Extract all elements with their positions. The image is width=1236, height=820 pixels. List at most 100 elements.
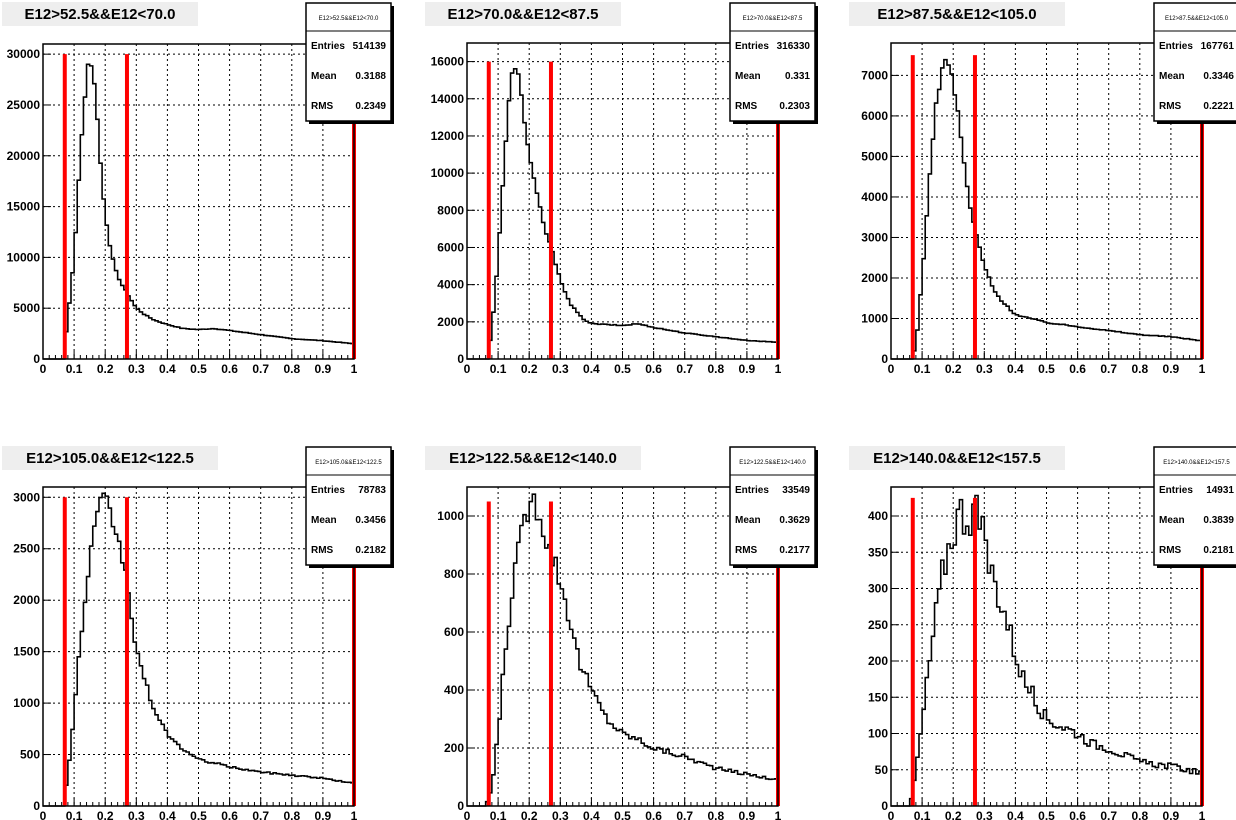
x-tick-label: 0.5: [190, 809, 207, 820]
x-tick-label: 0.2: [521, 362, 538, 376]
x-tick-label: 0.3: [128, 809, 145, 820]
histogram-title: E12>105.0&&E12<122.5: [26, 450, 194, 467]
stats-label-rms: RMS: [735, 101, 758, 112]
stats-value-entries: 514139: [353, 41, 387, 52]
histogram-series: [891, 494, 1202, 807]
y-tick-label: 350: [868, 545, 888, 559]
stats-label-mean: Mean: [311, 515, 337, 526]
x-tick-label: 0.9: [739, 362, 756, 376]
y-tick-label: 0: [881, 799, 888, 813]
x-tick-label: 0.2: [97, 809, 114, 820]
x-tick-label: 1: [775, 362, 782, 376]
y-tick-label: 0: [457, 352, 464, 366]
x-tick-label: 1: [351, 362, 358, 376]
y-tick-label: 5000: [13, 301, 40, 315]
x-tick-label: 0.7: [1100, 809, 1117, 820]
x-tick-label: 0.8: [707, 362, 724, 376]
x-tick-label: 0.2: [97, 362, 114, 376]
y-tick-label: 20000: [7, 149, 41, 163]
x-tick-label: 0.5: [1038, 362, 1055, 376]
x-tick-label: 0.7: [676, 362, 693, 376]
y-tick-label: 2000: [861, 271, 888, 285]
x-tick-label: 0.8: [1131, 809, 1148, 820]
histogram-title: E12>52.5&&E12<70.0: [25, 6, 176, 23]
x-tick-label: 0: [888, 809, 895, 820]
stats-box: [305, 446, 392, 566]
x-tick-label: 0.8: [707, 809, 724, 820]
x-tick-label: 0.1: [490, 809, 507, 820]
x-tick-label: 1: [1199, 362, 1206, 376]
histogram-series: [43, 492, 354, 807]
stats-box: [729, 446, 816, 566]
stats-name: E12>140.0&&E12<157.5: [1163, 460, 1230, 466]
y-tick-label: 0: [881, 352, 888, 366]
y-tick-label: 2000: [13, 593, 40, 607]
y-tick-label: 2000: [437, 315, 464, 329]
x-tick-label: 0.6: [645, 809, 662, 820]
stats-value-mean: 0.331: [785, 71, 810, 82]
stats-value-entries: 316330: [777, 41, 811, 52]
x-tick-label: 0.3: [552, 362, 569, 376]
y-tick-label: 6000: [861, 109, 888, 123]
title-box: [425, 2, 621, 26]
stats-label-entries: Entries: [1159, 41, 1193, 52]
x-tick-label: 0.6: [645, 362, 662, 376]
y-tick-label: 1000: [437, 509, 464, 523]
x-tick-label: 0.7: [1100, 362, 1117, 376]
stats-label-rms: RMS: [735, 545, 758, 556]
stats-value-entries: 33549: [782, 485, 810, 496]
histogram-title: E12>70.0&&E12<87.5: [448, 6, 599, 23]
stats-name: E12>70.0&&E12<87.5: [743, 16, 803, 22]
stats-label-rms: RMS: [1159, 545, 1182, 556]
stats-value-rms: 0.2303: [779, 101, 810, 112]
y-tick-label: 10000: [7, 250, 41, 264]
title-box: [849, 446, 1065, 470]
stats-label-mean: Mean: [1159, 71, 1185, 82]
stats-value-mean: 0.3839: [1203, 515, 1234, 526]
stats-value-mean: 0.3346: [1203, 71, 1234, 82]
stats-name: E12>105.0&&E12<122.5: [315, 460, 382, 466]
title-box: [849, 2, 1065, 26]
stats-value-rms: 0.2349: [355, 101, 386, 112]
y-tick-label: 400: [868, 509, 888, 523]
x-tick-label: 0: [888, 362, 895, 376]
stats-value-rms: 0.2177: [779, 545, 810, 556]
stats-name: E12>87.5&&E12<105.0: [1165, 16, 1229, 22]
y-tick-label: 6000: [437, 240, 464, 254]
x-tick-label: 0: [464, 362, 471, 376]
x-tick-label: 0.1: [490, 362, 507, 376]
x-tick-label: 0.8: [1131, 362, 1148, 376]
histogram-series: [891, 58, 1202, 360]
histogram-series: [43, 63, 354, 360]
stats-value-rms: 0.2182: [355, 545, 386, 556]
y-tick-label: 0: [33, 799, 40, 813]
x-tick-label: 1: [775, 809, 782, 820]
y-tick-label: 10000: [431, 166, 465, 180]
y-tick-label: 150: [868, 690, 888, 704]
x-tick-label: 0.9: [739, 809, 756, 820]
stats-value-rms: 0.2221: [1203, 101, 1234, 112]
y-tick-label: 400: [444, 683, 464, 697]
x-tick-label: 0.9: [1163, 809, 1180, 820]
x-tick-label: 0.4: [583, 362, 600, 376]
y-tick-label: 1500: [13, 645, 40, 659]
y-tick-label: 14000: [431, 92, 465, 106]
x-tick-label: 0.1: [66, 362, 83, 376]
x-tick-label: 0.4: [159, 362, 176, 376]
x-tick-label: 1: [1199, 809, 1206, 820]
y-tick-label: 2500: [13, 542, 40, 556]
x-tick-label: 0.8: [283, 362, 300, 376]
x-tick-label: 0.7: [676, 809, 693, 820]
y-tick-label: 4000: [437, 278, 464, 292]
x-tick-label: 0.8: [283, 809, 300, 820]
title-box: [2, 446, 218, 470]
stats-value-entries: 78783: [358, 485, 386, 496]
x-tick-label: 0.4: [159, 809, 176, 820]
y-tick-label: 100: [868, 727, 888, 741]
x-tick-label: 0.4: [583, 809, 600, 820]
title-box: [2, 2, 198, 26]
stats-label-mean: Mean: [1159, 515, 1185, 526]
y-tick-label: 200: [868, 654, 888, 668]
x-tick-label: 0: [40, 362, 47, 376]
